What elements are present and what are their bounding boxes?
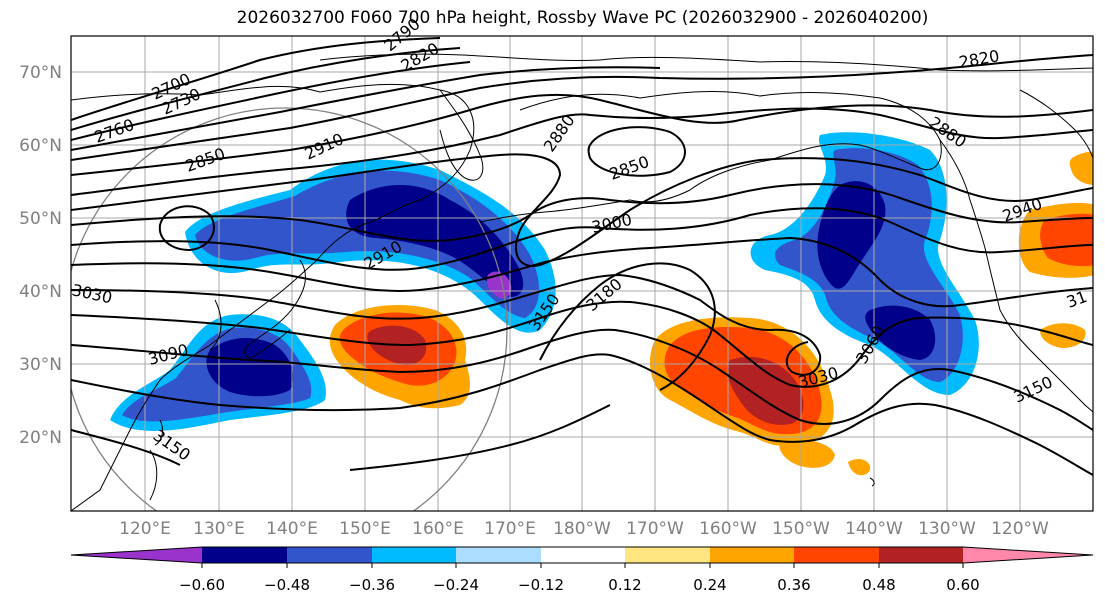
lon-label-120w: 120°W <box>991 519 1049 539</box>
lon-label-170w: 170°W <box>626 519 684 539</box>
lat-label-70n: 70°N <box>19 63 62 83</box>
coastline-canada-east <box>1019 89 1093 159</box>
lon-label-160e: 160°E <box>412 519 464 539</box>
contour-2820 <box>71 54 1093 161</box>
contour-2880 <box>71 107 1093 196</box>
contour-loop-west <box>158 205 215 252</box>
coastline-hawaii <box>869 477 875 487</box>
anomaly-positive-uswest-mid <box>1040 213 1093 267</box>
gridlines <box>71 36 1093 511</box>
colorbar-tick-label: 0.36 <box>777 576 810 594</box>
anomaly-positive-central-tail <box>779 439 835 468</box>
lat-label-50n: 50°N <box>19 209 62 229</box>
coastline-aleutians <box>479 199 631 223</box>
contour-2850-closed <box>587 126 686 177</box>
contour-3150 <box>71 353 1093 476</box>
contour-3090 <box>71 328 1093 431</box>
colorbar-ticks <box>201 563 964 568</box>
lon-label-140e: 140°E <box>266 519 318 539</box>
lon-label-130e: 130°E <box>193 519 245 539</box>
coastline-korea <box>209 299 222 351</box>
lon-label-160w: 160°W <box>699 519 757 539</box>
contour-3150-west <box>71 429 181 466</box>
coastline-alaska <box>519 91 942 203</box>
contour-2850 <box>71 93 1093 176</box>
colorbar-tick-label: −0.12 <box>518 576 564 594</box>
colorbar-segment <box>372 547 456 563</box>
colorbar: −0.60 −0.48 −0.36 −0.24 −0.12 0.12 0.24 … <box>70 546 1094 594</box>
coastline-asia-east <box>71 83 475 511</box>
contour-3180 <box>539 262 716 391</box>
colorbar-segment <box>794 547 879 563</box>
lon-label-150e: 150°E <box>339 519 391 539</box>
domain-circle <box>71 107 508 511</box>
contour-2730 <box>71 47 461 131</box>
height-contours <box>71 37 1093 476</box>
lon-label-180w: 180°W <box>553 519 611 539</box>
anomaly-shading <box>110 132 1093 476</box>
map-frame <box>70 35 1094 512</box>
colorbar-tick-label: −0.24 <box>433 576 479 594</box>
lon-label-130w: 130°W <box>918 519 976 539</box>
coastline-bc <box>939 139 986 249</box>
contour-2970 <box>71 207 1093 271</box>
coastlines <box>71 53 1093 511</box>
anomaly-positive-dot1 <box>848 459 871 476</box>
anomaly-positive-canada <box>1069 151 1093 185</box>
contour-2940 <box>71 183 1093 242</box>
lon-label-170e: 170°E <box>484 519 536 539</box>
colorbar-segment <box>456 547 541 563</box>
coastline-alaska-north <box>599 56 1093 72</box>
colorbar-segment <box>202 547 287 563</box>
map-title: 2026032700 F060 700 hPa height, Rossby W… <box>236 8 929 28</box>
colorbar-tick-label: −0.60 <box>179 576 225 594</box>
longitude-labels: 120°E 130°E 140°E 150°E 160°E 170°E 180°… <box>119 519 1049 539</box>
contour-3000 <box>71 236 1093 308</box>
coastline-japan <box>244 259 306 359</box>
colorbar-tick-label: 0.48 <box>862 576 895 594</box>
colorbar-tick-labels: −0.60 −0.48 −0.36 −0.24 −0.12 0.12 0.24 … <box>179 576 980 594</box>
anomaly-negative-japan-extreme <box>486 271 512 299</box>
contour-2700 <box>71 37 441 121</box>
lon-label-150w: 150°W <box>772 519 830 539</box>
anomaly-negative-alaska-core2 <box>865 305 936 360</box>
lat-label-20n: 20°N <box>19 428 62 448</box>
coastline-us-west <box>984 247 1093 413</box>
contour-2910 <box>71 153 1093 267</box>
colorbar-segment <box>879 547 963 563</box>
colorbar-tick-label: −0.36 <box>349 576 395 594</box>
colorbar-tick-label: 0.24 <box>693 576 726 594</box>
latitude-labels: 70°N 60°N 50°N 40°N 30°N 20°N <box>19 63 62 448</box>
lon-label-120e: 120°E <box>119 519 171 539</box>
colorbar-segment <box>710 547 794 563</box>
colorbar-tick-label: 0.60 <box>946 576 979 594</box>
colorbar-tick-label: 0.12 <box>608 576 641 594</box>
contour-2790 <box>71 66 661 151</box>
colorbar-segment <box>625 547 710 563</box>
colorbar-tick-label: −0.48 <box>264 576 310 594</box>
coastline-siberia-north <box>319 53 601 62</box>
contour-2760 <box>71 61 471 141</box>
contour-3150-south <box>349 404 611 471</box>
colorbar-segment <box>541 547 625 563</box>
lon-label-140w: 140°W <box>845 519 903 539</box>
colorbar-segment <box>287 547 372 563</box>
lat-label-60n: 60°N <box>19 136 62 156</box>
colorbar-segment <box>963 547 1093 563</box>
anomaly-positive-central-core <box>727 356 804 425</box>
anomaly-negative-south-core <box>206 338 294 397</box>
lat-label-30n: 30°N <box>19 355 62 375</box>
colorbar-segment <box>71 547 202 563</box>
coastline-taiwan <box>154 419 163 446</box>
contour-3030 <box>71 273 822 376</box>
lat-label-40n: 40°N <box>19 282 62 302</box>
contour-3060 <box>71 300 1093 388</box>
